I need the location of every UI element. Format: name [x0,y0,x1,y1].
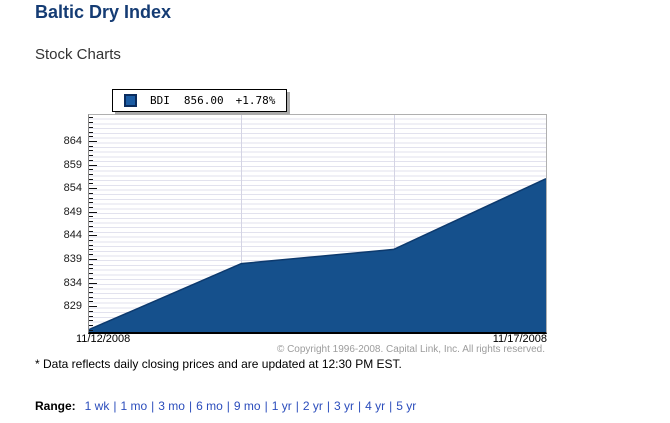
y-minor-tick [89,136,93,138]
y-axis-label: 854 [63,182,82,195]
plot-area [88,114,547,334]
y-minor-tick [89,221,93,223]
x-axis-label-start: 11/12/2008 [76,333,131,345]
range-link-1mo[interactable]: 1 mo [120,399,148,413]
y-minor-tick [89,273,93,274]
y-minor-tick [89,291,93,293]
y-minor-tick [89,263,93,265]
y-minor-tick [89,329,93,331]
y-minor-tick [89,202,93,204]
range-link-3yr[interactable]: 3 yr [334,399,355,413]
x-axis-labels: 11/12/2008 11/17/2008 [76,333,547,345]
y-axis-label: 829 [63,300,82,313]
y-minor-tick [89,268,93,270]
y-major-tick [89,211,97,213]
y-minor-tick [89,192,93,194]
y-minor-tick [89,324,93,326]
y-minor-tick [89,254,93,256]
y-minor-tick [89,155,93,157]
y-major-tick [89,282,97,284]
y-axis-label: 859 [63,158,82,171]
y-axis-label: 834 [63,276,82,289]
y-major-tick [89,258,97,260]
y-minor-tick [89,183,93,185]
y-minor-tick [89,225,93,227]
y-minor-tick [89,320,93,322]
range-separator: | [389,399,393,413]
y-major-tick [89,188,97,190]
y-axis-label: 844 [63,229,82,242]
range-link-6mo[interactable]: 6 mo [196,399,223,413]
y-axis-label: 864 [63,134,82,147]
range-link-3mo[interactable]: 3 mo [158,399,185,413]
y-minor-tick [89,197,93,199]
page-title: Baltic Dry Index [35,2,172,22]
range-label: Range: [35,399,76,413]
range-separator: | [264,399,268,413]
vertical-gridline [394,115,395,332]
area-series-bdi [89,178,546,332]
y-minor-tick [89,277,93,279]
legend-change: +1.78% [235,94,276,107]
y-minor-tick [89,174,93,175]
y-axis-label: 839 [63,252,82,265]
y-minor-tick [89,122,93,124]
range-separator: | [295,399,299,413]
y-axis-label: 849 [63,205,82,218]
y-minor-tick [89,249,93,251]
legend-value: 856.00 [183,94,224,107]
vertical-gridline [241,115,242,332]
y-minor-tick [89,169,93,171]
range-link-5yr[interactable]: 5 yr [396,399,417,413]
copyright-text: © Copyright 1996-2008. Capital Link, Inc… [276,344,545,355]
footnote-text: * Data reflects daily closing prices and… [35,357,402,371]
range-separator: | [226,399,230,413]
y-minor-tick [89,301,93,303]
y-minor-tick [89,240,93,241]
range-link-1wk[interactable]: 1 wk [84,399,110,413]
range-separator: | [151,399,155,413]
y-minor-tick [89,230,93,232]
x-axis-label-end: 11/17/2008 [492,333,547,345]
range-link-4yr[interactable]: 4 yr [365,399,386,413]
y-minor-tick [89,131,93,133]
y-minor-tick [89,315,93,317]
y-minor-tick [89,296,93,298]
y-minor-tick [89,145,93,147]
y-minor-tick [89,207,93,208]
y-major-tick [89,235,97,237]
y-minor-tick [89,178,93,180]
range-links: 1 wk | 1 mo | 3 mo | 6 mo | 9 mo | 1 yr | 2 yr | 3 yr |… [85,399,417,413]
range-separator: | [113,399,117,413]
y-axis-labels: 829 834 839 844 849 854 859 864 [0,114,82,333]
y-major-tick [89,306,97,308]
legend-swatch-icon [124,94,137,107]
section-title: Stock Charts [35,46,121,63]
y-minor-tick [89,216,93,218]
range-link-1yr[interactable]: 1 yr [271,399,292,413]
range-separator: | [358,399,362,413]
y-minor-tick [89,126,93,128]
y-minor-tick [89,150,93,152]
y-major-tick [89,140,97,142]
y-minor-tick [89,159,93,161]
chart-legend: BDI 856.00 +1.78% [112,89,288,112]
range-separator: | [188,399,193,413]
y-minor-tick [89,310,93,312]
range-selector: Range: 1 wk | 1 mo | 3 mo | 6 mo | 9 mo | 1 yr | 2 yr… [35,399,416,413]
legend-symbol: BDI [150,94,170,107]
y-minor-tick [89,117,93,119]
range-separator: | [326,399,331,413]
y-major-tick [89,164,97,166]
range-link-9mo[interactable]: 9 mo [233,399,261,413]
y-minor-tick [89,287,93,289]
range-link-2yr[interactable]: 2 yr [302,399,323,413]
y-minor-tick [89,244,93,246]
